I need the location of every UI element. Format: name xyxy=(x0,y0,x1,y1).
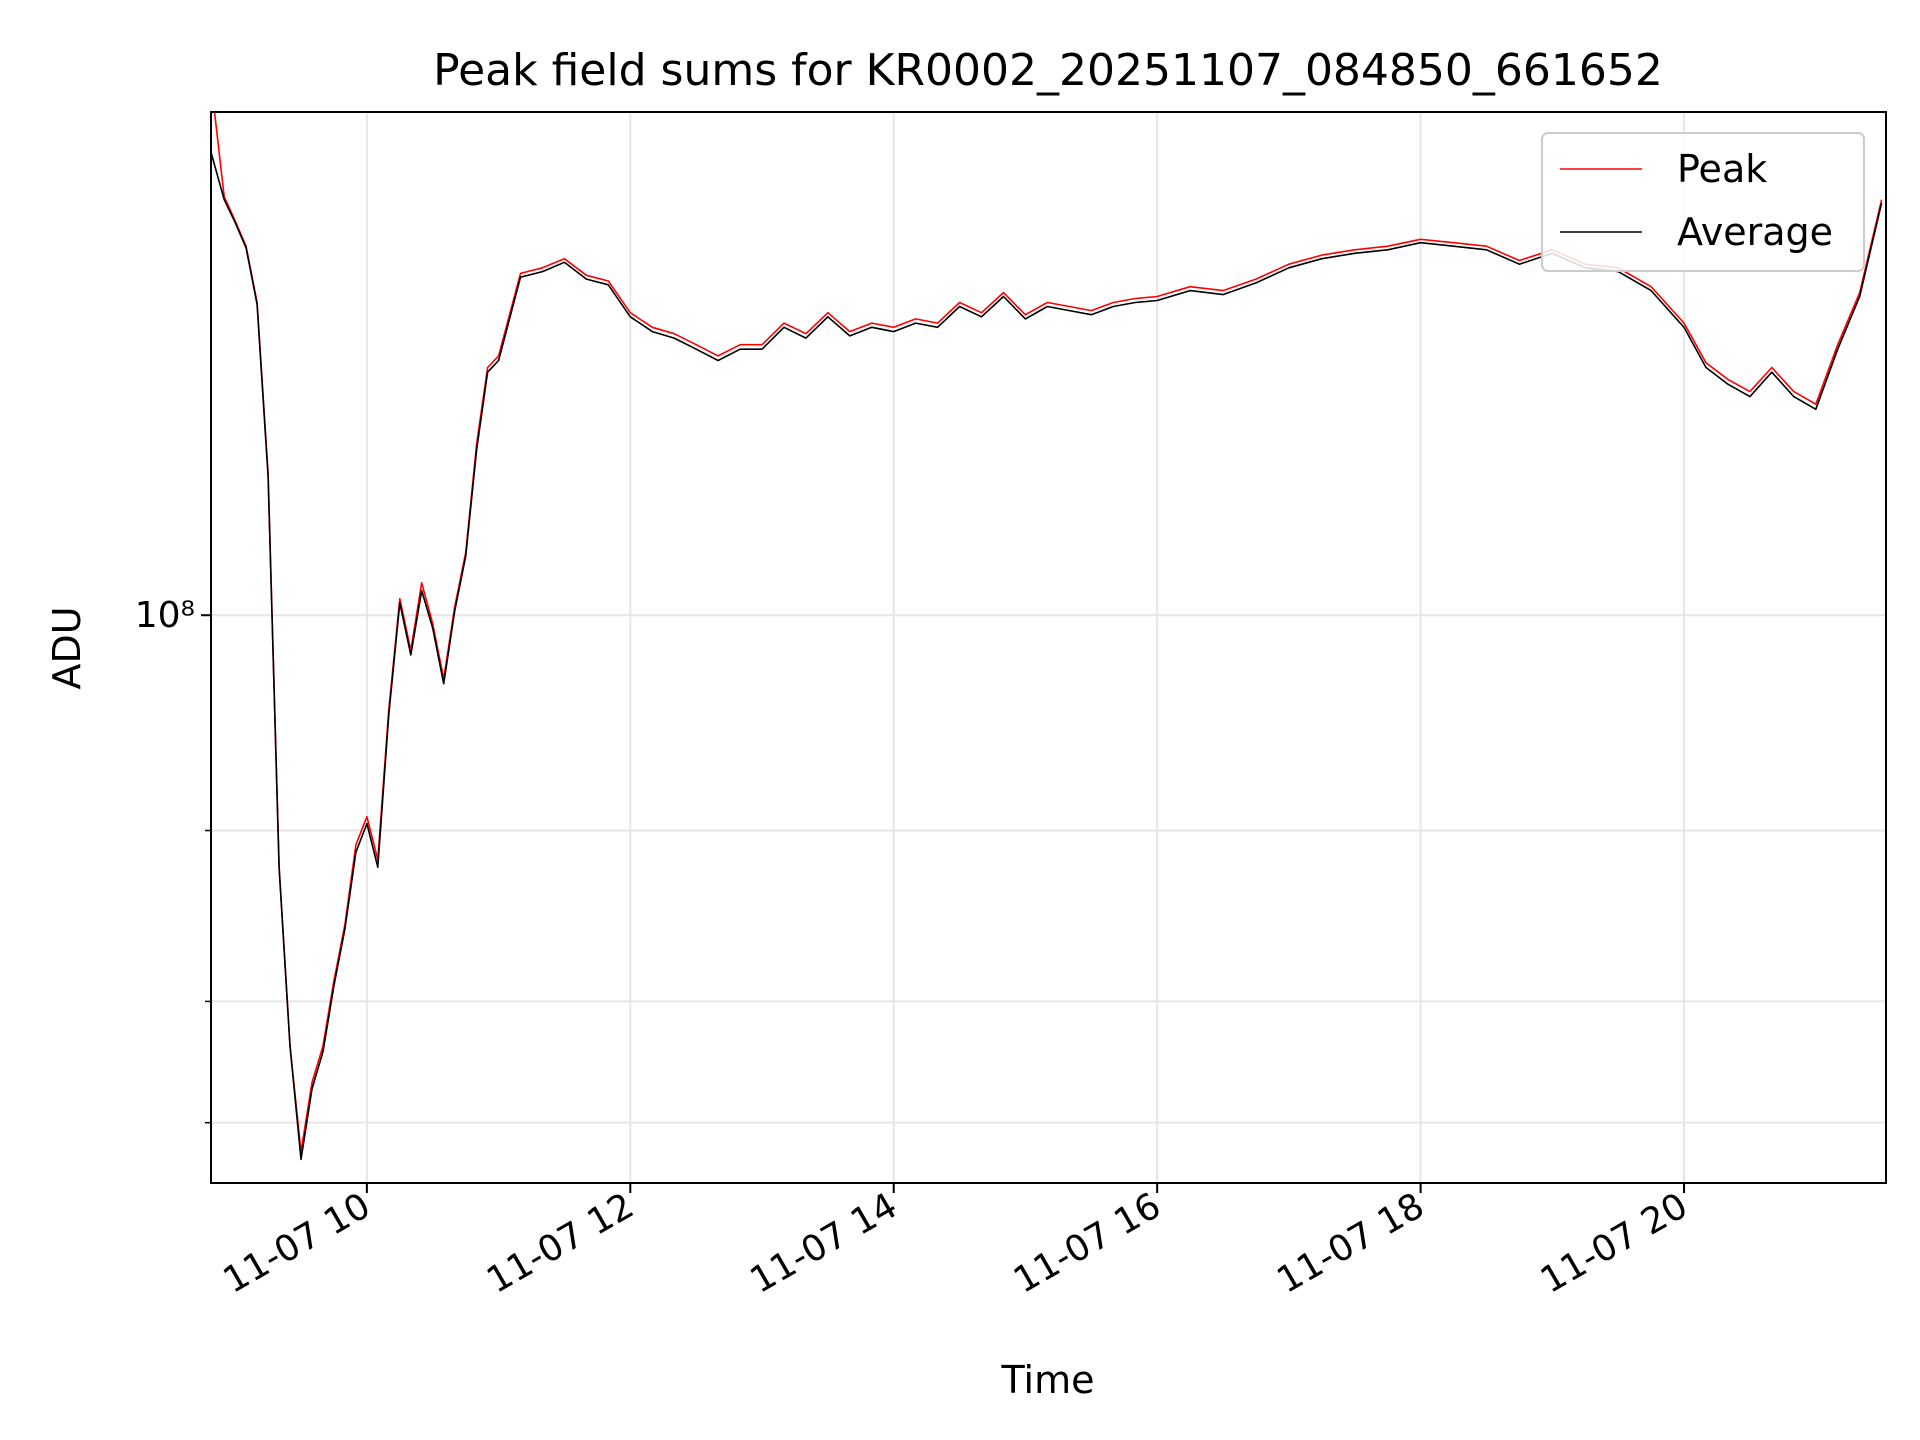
legend-box xyxy=(1541,132,1865,272)
chart-title: Peak field sums for KR0002_20251107_0848… xyxy=(433,45,1663,96)
x-axis-label: Time xyxy=(1001,1358,1095,1402)
series-line-peak xyxy=(213,112,1883,1153)
y-axis-label: ADU xyxy=(45,606,89,689)
grid xyxy=(211,112,1886,1183)
legend-average-label: Average xyxy=(1677,210,1833,254)
series-line-average xyxy=(211,151,1883,1161)
series-lines xyxy=(211,112,1883,1161)
legend: Peak Average xyxy=(1541,132,1865,272)
plot-frame xyxy=(210,111,1887,1184)
legend-peak-label: Peak xyxy=(1677,147,1767,191)
y-tick-label: 10⁸ xyxy=(135,595,195,636)
